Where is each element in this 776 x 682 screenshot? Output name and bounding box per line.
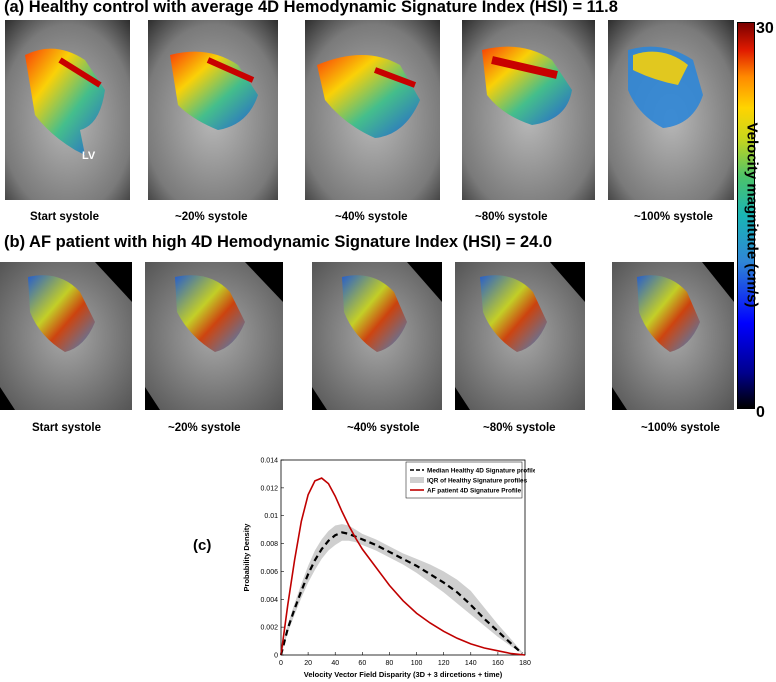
- mri-velocity-image: [145, 262, 283, 410]
- healthy-frame-80-systole: [462, 20, 595, 200]
- x-axis-label: Velocity Vector Field Disparity (3D + 3 …: [304, 670, 503, 679]
- af-frame-80-systole: [455, 262, 585, 410]
- legend-label: AF patient 4D Signature Profile: [427, 488, 522, 495]
- velocity-colorbar: [737, 22, 755, 409]
- colorbar-max-label: 30: [756, 20, 774, 37]
- frame-label: ~20% systole: [175, 211, 248, 223]
- af-frame-100-systole: [612, 262, 734, 410]
- frame-label: ~80% systole: [483, 422, 556, 434]
- legend-label: IQR of Healthy Signature profiles: [427, 478, 528, 485]
- y-tick-label: 0.01: [264, 513, 278, 520]
- frame-label: ~40% systole: [347, 422, 420, 434]
- x-tick-label: 160: [492, 660, 504, 667]
- healthy-frame-40-systole: [305, 20, 440, 200]
- frame-label: ~80% systole: [475, 211, 548, 223]
- x-tick-label: 100: [411, 660, 423, 667]
- panel-b-title: (b) AF patient with high 4D Hemodynamic …: [4, 233, 553, 251]
- mri-velocity-image: [305, 20, 440, 200]
- af-frame-40-systole: [312, 262, 442, 410]
- frame-label: ~20% systole: [168, 422, 241, 434]
- af-frame-20-systole: [145, 262, 283, 410]
- frame-label: Start systole: [32, 422, 102, 434]
- x-tick-label: 60: [358, 660, 366, 667]
- mri-velocity-image: [462, 20, 595, 200]
- y-tick-label: 0.002: [260, 625, 278, 632]
- x-tick-label: 20: [304, 660, 312, 667]
- y-axis-label: Probability Density: [242, 523, 251, 592]
- af-patient-line: [280, 477, 526, 656]
- healthy-frame-start-systole: [5, 20, 130, 200]
- x-tick-label: 140: [465, 660, 477, 667]
- lv-annotation: LV: [82, 150, 96, 162]
- x-tick-label: 180: [519, 660, 531, 667]
- frame-label: ~100% systole: [641, 422, 720, 434]
- y-tick-label: 0.004: [260, 597, 278, 604]
- mri-velocity-image: [5, 20, 130, 200]
- mri-velocity-image: [612, 262, 734, 410]
- mri-velocity-image: [608, 20, 734, 200]
- mri-velocity-image: [455, 262, 585, 410]
- y-tick-label: 0.006: [260, 569, 278, 576]
- mri-velocity-image: [148, 20, 278, 200]
- x-tick-label: 40: [331, 660, 339, 667]
- y-tick-label: 0.012: [260, 485, 278, 492]
- y-tick-label: 0: [274, 653, 278, 660]
- frame-label: ~40% systole: [335, 211, 408, 223]
- frame-label: Start systole: [30, 211, 100, 223]
- probability-density-chart: 0 20 40 60 80 100 120 140 160 180 0 0.002 0.004 0.006…: [242, 458, 535, 680]
- legend-box: [405, 461, 523, 499]
- y-tick-label: 0.014: [260, 458, 278, 465]
- colorbar-min-label: 0: [756, 404, 765, 421]
- panel-c-label: (c): [193, 537, 212, 554]
- healthy-frame-20-systole: [148, 20, 278, 200]
- panel-a-title: (a) Healthy control with average 4D Hemo…: [4, 0, 618, 16]
- healthy-frame-100-systole: [608, 20, 734, 200]
- x-tick-label: 120: [438, 660, 450, 667]
- colorbar-title: Velocity magnitude (cm/s): [743, 122, 761, 308]
- mri-velocity-image: [0, 262, 132, 410]
- mri-velocity-image: [312, 262, 442, 410]
- legend-swatch: [410, 477, 424, 483]
- x-tick-label: 80: [386, 660, 394, 667]
- y-tick-label: 0.008: [260, 541, 278, 548]
- legend-label: Median Healthy 4D Signature profile: [427, 468, 535, 475]
- af-frame-start-systole: [0, 262, 132, 410]
- x-tick-label: 0: [279, 660, 283, 667]
- frame-label: ~100% systole: [634, 211, 713, 223]
- median-healthy-line: [279, 531, 524, 656]
